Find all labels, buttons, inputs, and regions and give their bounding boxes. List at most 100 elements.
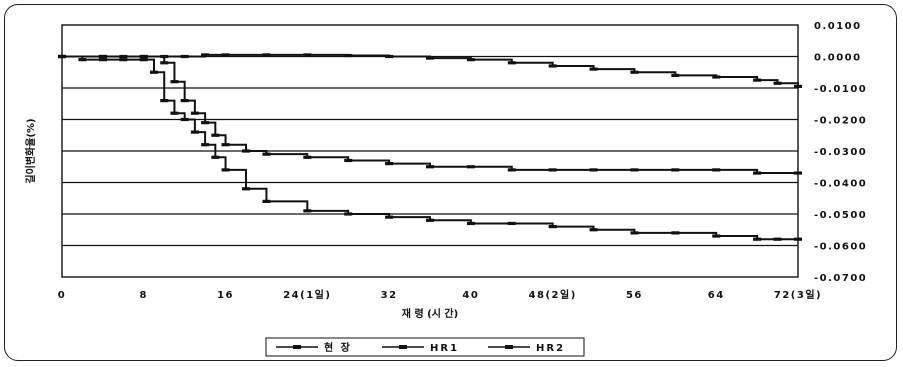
data-point xyxy=(190,111,199,115)
data-point xyxy=(170,111,179,115)
y-tick-label: -0.0500 xyxy=(814,210,867,221)
data-point xyxy=(548,64,557,68)
chart-frame xyxy=(4,4,897,361)
data-point xyxy=(466,58,475,62)
data-point xyxy=(262,53,271,57)
data-point xyxy=(344,158,353,163)
data-point xyxy=(773,237,782,241)
series-layer xyxy=(58,53,802,241)
data-point xyxy=(753,171,762,175)
y-tick-label: -0.0300 xyxy=(814,147,867,158)
data-point xyxy=(507,61,516,65)
data-point xyxy=(201,121,210,125)
data-point xyxy=(794,84,802,89)
data-point xyxy=(139,54,148,59)
data-point xyxy=(211,155,220,159)
data-point xyxy=(190,130,199,134)
x-tick-label: 40 xyxy=(462,290,479,301)
data-point xyxy=(466,165,475,169)
data-point xyxy=(426,56,434,60)
y-tick-label: -0.0200 xyxy=(814,116,867,127)
y-tick-label: 0.0100 xyxy=(814,21,862,32)
data-point xyxy=(221,143,230,147)
y-tick-label: -0.0100 xyxy=(814,84,867,95)
data-point xyxy=(712,75,721,79)
x-axis-title: 재 령 (시 간) xyxy=(402,307,458,320)
data-point xyxy=(385,162,394,166)
x-tick-label: 0 xyxy=(58,290,66,301)
y-tick-label: -0.0600 xyxy=(814,242,867,253)
x-tick-label: 24(1일) xyxy=(283,288,331,301)
data-point xyxy=(712,234,721,238)
x-tick-label: 16 xyxy=(217,290,234,301)
data-point xyxy=(385,215,394,219)
x-tick-label: 8 xyxy=(140,290,148,301)
data-point xyxy=(78,58,87,62)
data-point xyxy=(242,149,250,153)
data-point xyxy=(773,81,782,85)
legend-marker xyxy=(505,345,513,349)
x-tick-label: 48(2일) xyxy=(529,288,577,301)
data-point xyxy=(180,117,189,122)
series-line xyxy=(62,55,798,241)
data-point xyxy=(630,70,639,74)
series-2 xyxy=(58,54,802,175)
data-point xyxy=(150,70,158,74)
data-point xyxy=(507,168,516,172)
data-point xyxy=(671,73,680,77)
data-point xyxy=(507,221,516,226)
data-point xyxy=(160,61,169,65)
data-point xyxy=(139,58,148,62)
data-point xyxy=(385,54,394,59)
data-point xyxy=(211,133,220,137)
data-point xyxy=(303,209,312,213)
data-point xyxy=(303,53,312,57)
y-axis-title: 길이변화율(%) xyxy=(24,118,37,183)
legend-marker xyxy=(399,345,407,349)
x-tick-label: 64 xyxy=(708,290,725,301)
x-tick-label: 56 xyxy=(626,290,643,301)
legend-label: 현 장 xyxy=(324,341,352,354)
data-point xyxy=(630,168,639,172)
data-point xyxy=(794,171,802,175)
data-point xyxy=(262,152,271,156)
data-point xyxy=(548,225,557,229)
data-point xyxy=(221,53,230,57)
data-point xyxy=(221,168,230,172)
y-tick-label: 0.0000 xyxy=(814,53,862,64)
data-point xyxy=(466,221,475,226)
data-point xyxy=(262,199,271,203)
data-point xyxy=(753,78,762,82)
data-point xyxy=(242,187,250,191)
data-point xyxy=(671,231,680,235)
data-point xyxy=(344,53,353,58)
data-point xyxy=(98,58,107,62)
data-point xyxy=(753,237,762,241)
data-point xyxy=(170,80,179,84)
data-point xyxy=(160,99,169,103)
data-point xyxy=(180,54,189,59)
data-point xyxy=(794,237,802,241)
legend-marker xyxy=(293,345,301,349)
data-point xyxy=(426,218,434,222)
data-point xyxy=(58,54,66,59)
data-point xyxy=(589,67,598,71)
legend-label: HR1 xyxy=(430,343,459,354)
tick-labels: 0.0100 0.0000 -0.0100 -0.0200 -0.0300 -0.0400… xyxy=(58,21,867,301)
x-tick-label: 32 xyxy=(381,290,398,301)
legend: 현 장 HR1 HR2 xyxy=(265,337,585,357)
data-point xyxy=(201,53,210,57)
y-tick-label: -0.0700 xyxy=(814,273,867,284)
data-point xyxy=(180,99,189,103)
legend-label: HR2 xyxy=(536,343,565,354)
data-point xyxy=(98,54,107,59)
data-point xyxy=(671,168,680,172)
data-point xyxy=(344,212,353,216)
y-tick-label: -0.0400 xyxy=(814,179,867,190)
data-point xyxy=(119,58,128,62)
data-point xyxy=(426,165,434,169)
data-point xyxy=(548,168,557,172)
legend-box xyxy=(265,337,585,357)
data-point xyxy=(712,168,721,172)
